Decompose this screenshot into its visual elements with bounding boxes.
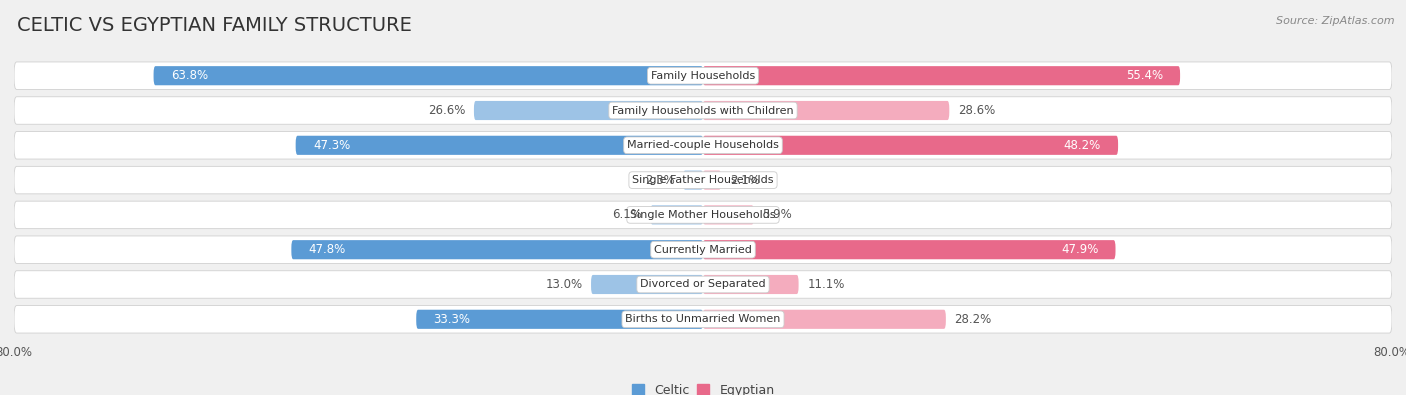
Legend: Celtic, Egyptian: Celtic, Egyptian xyxy=(627,379,779,395)
Text: 47.9%: 47.9% xyxy=(1062,243,1098,256)
FancyBboxPatch shape xyxy=(416,310,703,329)
Text: CELTIC VS EGYPTIAN FAMILY STRUCTURE: CELTIC VS EGYPTIAN FAMILY STRUCTURE xyxy=(17,16,412,35)
FancyBboxPatch shape xyxy=(591,275,703,294)
FancyBboxPatch shape xyxy=(703,205,754,224)
FancyBboxPatch shape xyxy=(14,97,1392,124)
FancyBboxPatch shape xyxy=(703,136,1118,155)
FancyBboxPatch shape xyxy=(651,205,703,224)
FancyBboxPatch shape xyxy=(14,132,1392,159)
Text: Family Households: Family Households xyxy=(651,71,755,81)
FancyBboxPatch shape xyxy=(703,240,1115,259)
FancyBboxPatch shape xyxy=(14,62,1392,89)
Text: Source: ZipAtlas.com: Source: ZipAtlas.com xyxy=(1277,16,1395,26)
FancyBboxPatch shape xyxy=(14,166,1392,194)
FancyBboxPatch shape xyxy=(703,101,949,120)
Text: 2.1%: 2.1% xyxy=(730,173,759,186)
Text: 55.4%: 55.4% xyxy=(1126,69,1163,82)
Text: 28.6%: 28.6% xyxy=(957,104,995,117)
Text: 6.1%: 6.1% xyxy=(612,209,643,222)
Text: 47.3%: 47.3% xyxy=(314,139,350,152)
Text: Births to Unmarried Women: Births to Unmarried Women xyxy=(626,314,780,324)
FancyBboxPatch shape xyxy=(703,66,1180,85)
FancyBboxPatch shape xyxy=(683,171,703,190)
FancyBboxPatch shape xyxy=(14,236,1392,263)
FancyBboxPatch shape xyxy=(703,171,721,190)
Text: Single Father Households: Single Father Households xyxy=(633,175,773,185)
Text: Married-couple Households: Married-couple Households xyxy=(627,140,779,150)
Text: 13.0%: 13.0% xyxy=(546,278,582,291)
Text: 33.3%: 33.3% xyxy=(433,313,471,326)
FancyBboxPatch shape xyxy=(703,275,799,294)
Text: Single Mother Households: Single Mother Households xyxy=(630,210,776,220)
Text: 48.2%: 48.2% xyxy=(1063,139,1101,152)
Text: Family Households with Children: Family Households with Children xyxy=(612,105,794,115)
FancyBboxPatch shape xyxy=(14,271,1392,298)
Text: 2.3%: 2.3% xyxy=(645,173,675,186)
FancyBboxPatch shape xyxy=(14,306,1392,333)
Text: Currently Married: Currently Married xyxy=(654,245,752,255)
Text: 11.1%: 11.1% xyxy=(807,278,845,291)
FancyBboxPatch shape xyxy=(295,136,703,155)
Text: 26.6%: 26.6% xyxy=(427,104,465,117)
FancyBboxPatch shape xyxy=(474,101,703,120)
Text: Divorced or Separated: Divorced or Separated xyxy=(640,280,766,290)
Text: 5.9%: 5.9% xyxy=(762,209,792,222)
FancyBboxPatch shape xyxy=(153,66,703,85)
Text: 47.8%: 47.8% xyxy=(308,243,346,256)
FancyBboxPatch shape xyxy=(703,310,946,329)
Text: 63.8%: 63.8% xyxy=(170,69,208,82)
FancyBboxPatch shape xyxy=(14,201,1392,229)
FancyBboxPatch shape xyxy=(291,240,703,259)
Text: 28.2%: 28.2% xyxy=(955,313,991,326)
